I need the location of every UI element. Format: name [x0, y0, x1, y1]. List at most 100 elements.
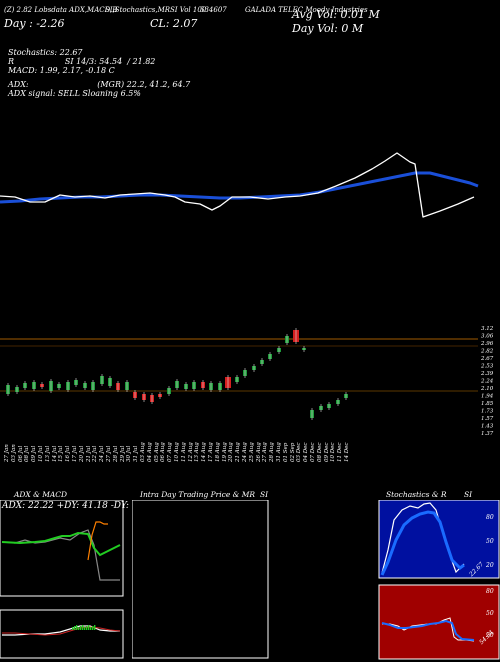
current-price-label: CL: 2.07 [150, 17, 198, 30]
date-label: 31 Aug [276, 442, 282, 462]
date-label: 27 Jan [4, 444, 10, 462]
price-line [0, 152, 475, 218]
adx-macd-panel: ADX & MACD ADX: 22.22 +DY: 41.18 -DY: 64… [0, 488, 158, 659]
date-label: 01 Sep [282, 442, 289, 462]
header-tag-stoch: SI,Stochastics,MR [105, 6, 171, 14]
date-label: 24 Aug [242, 442, 248, 462]
date-label: 25 Aug [248, 442, 255, 462]
date-label: 07 Aug [167, 442, 174, 462]
date-label: 04 Dec [303, 442, 310, 463]
plus-di-line [1, 531, 121, 557]
date-label: 08 Dec [316, 442, 323, 463]
date-label: 29 Jul [119, 445, 126, 462]
date-label: 16 Jul [65, 445, 72, 462]
price-tick-label: 3.12 [481, 326, 494, 332]
day-change: Day : -2.26 [4, 17, 65, 30]
stoch-level-20: 20 [486, 562, 494, 569]
rsi-smooth-line [381, 619, 475, 641]
date-label: 14 Dec [344, 442, 350, 463]
price-tick-label: 2.96 [480, 341, 494, 347]
adx-signal-readout: ADX signal: SELL Sloaning 6.5% [8, 89, 141, 98]
macd-line [2, 625, 120, 636]
macd-histogram-bar [76, 625, 78, 630]
date-label: 21 Aug [235, 442, 242, 462]
date-axis: 27 Jan 03 Jan 06 Jul 08 Jul 09 Jul 10 Jul 13 J… [0, 440, 500, 490]
date-label: 20 Aug [228, 442, 235, 462]
avg-volume: Avg Vol: 0.01 M [292, 8, 380, 21]
date-label: 21 Jul [85, 445, 92, 462]
price-tick-label: 1.37 [481, 431, 494, 437]
date-label: 10 Jul [38, 445, 44, 462]
date-label: 31 Jul [133, 445, 140, 462]
macd-histogram-bar [92, 626, 94, 630]
intraday-chart [132, 500, 269, 659]
date-label: 18 Aug [214, 442, 221, 462]
header-tag-line: (Z) 2.82 Lobsdata ADX,MACD,B [4, 6, 118, 14]
intraday-panel: Intra Day Trading Price & MR SI [128, 488, 278, 659]
date-label: 09 Dec [323, 442, 330, 463]
date-label: 20 Jul [78, 445, 85, 462]
date-label: 13 Aug [194, 442, 201, 462]
date-label: 06 Aug [160, 442, 167, 462]
header-ticker-code: 534607 [200, 6, 227, 14]
price-tick-label: 1.73 [481, 409, 494, 415]
macd-histogram-bar [84, 627, 86, 630]
date-label: 27 Aug [262, 442, 269, 462]
price-tick-label: 2.53 [480, 364, 494, 370]
date-label: 11 Dec [337, 442, 344, 463]
date-label: 11 Aug [180, 442, 187, 462]
price-tick-label: 1.94 [481, 394, 494, 400]
date-label: 04 Aug [146, 442, 153, 462]
date-label: 17 Aug [208, 442, 214, 462]
date-label: 17 Jul [72, 445, 78, 462]
macd-histogram-bar [94, 625, 96, 630]
stochastic-d-line [380, 510, 465, 576]
date-label: 03 Aug [140, 442, 146, 462]
stoch-title-suffix: SI [464, 490, 473, 499]
macd-readout: MACD: 1.99, 2.17, -0.18 C [8, 66, 115, 75]
date-label: 09 Jul [31, 445, 38, 462]
price-tick-label: 1.85 [481, 401, 494, 407]
date-label: 12 Aug [187, 442, 194, 462]
stoch-title: Stochastics & R [386, 490, 447, 499]
adx-values: ADX: 22.22 +DY: 41.18 -DY: 64.71 [2, 501, 158, 511]
intraday-title: Intra Day Trading Price & MR [140, 490, 256, 499]
date-label: 22 Jul [92, 445, 99, 462]
minus-di-line [87, 521, 108, 561]
macd-signal-line [2, 626, 121, 636]
price-tick-label: 1.57 [481, 416, 494, 422]
date-label: 24 Jul [99, 445, 106, 462]
stoch-level-50: 50 [486, 538, 494, 545]
date-label: 28 Jul [112, 445, 119, 462]
rsi-level-20: 20 [486, 632, 494, 639]
rsi-level-80: 80 [486, 588, 494, 595]
header-tag-vol: SI Vol 100 [170, 6, 207, 14]
macd-histogram-bar [86, 626, 88, 630]
price-tick-label: 2.39 [480, 371, 494, 377]
date-label: 26 Aug [255, 442, 262, 462]
price-tick-label: 2.10 [480, 386, 494, 392]
date-label: 15 Jul [58, 445, 65, 462]
stoch-rsi-panel: Stochastics & R SI 80 50 20 22.67 80 50 … [378, 488, 500, 660]
intraday-title-suffix: SI [260, 490, 269, 499]
date-label: 02 Sep [289, 442, 296, 462]
macd-histogram-bar [78, 627, 80, 630]
header-tag-ticker: GALADA TELEC Moody Industries [245, 6, 368, 14]
date-label: 27 Jul [106, 445, 112, 462]
date-label: 14 Jul [51, 445, 58, 462]
price-tick-label: 2.24 [480, 379, 494, 385]
macd-histogram-bar [80, 626, 82, 630]
candlestick-chart: 3.12 3.062.96 2.822.67 2.532.39 2.242.10 1.94… [0, 326, 494, 437]
stoch-level-80: 80 [486, 514, 494, 521]
day-volume: Day Vol: 0 M [292, 22, 364, 35]
stoch-rsi-chart [378, 500, 500, 660]
price-tick-label: 2.67 [480, 356, 494, 362]
date-label: 13 Jul [44, 445, 51, 462]
macd-histogram-bar [72, 627, 74, 630]
price-tick-label: 1.43 [481, 424, 494, 430]
date-label: 03 Jan [10, 444, 17, 462]
price-ma-chart [0, 152, 479, 218]
date-label: 30 Jul [126, 445, 133, 462]
date-label: 10 Aug [174, 442, 180, 462]
rsi-readout: R SI 14/3: 54.54 / 21.82 [8, 57, 156, 66]
